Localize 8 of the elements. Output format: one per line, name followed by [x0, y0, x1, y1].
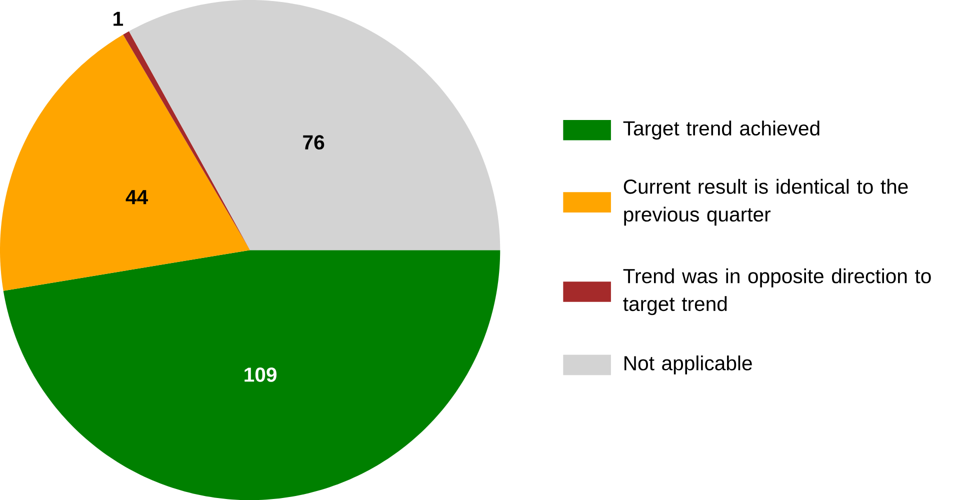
data-label: 1 [114, 12, 124, 26]
data-label: 76 [303, 135, 324, 150]
legend-label: Trend was in opposite direction to target trend [623, 268, 931, 316]
legend-label: Not applicable [624, 355, 752, 374]
legend-label: Current result is identical to the previous quarter [624, 178, 908, 226]
data-label: 44 [126, 190, 148, 204]
legend-label: Target trend achieved [623, 120, 820, 140]
data-label: 109 [244, 367, 276, 382]
